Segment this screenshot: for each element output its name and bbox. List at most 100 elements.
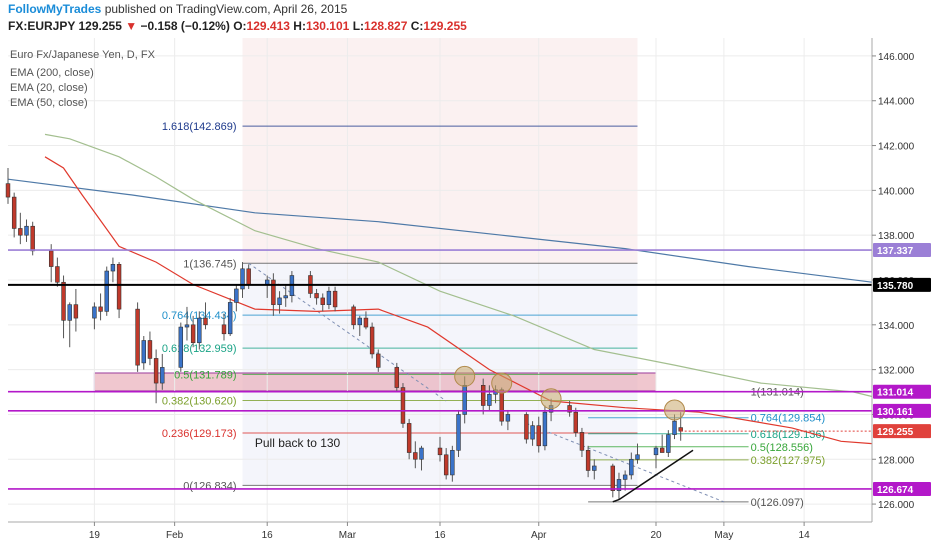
- candle: [190, 324, 196, 344]
- down-arrow-icon: ▼: [125, 19, 138, 33]
- x-tick-label: 14: [799, 530, 811, 541]
- x-tick-label: 19: [89, 530, 101, 541]
- candle: [524, 414, 529, 440]
- y-tick-label: 128.000: [878, 455, 915, 466]
- candle: [116, 264, 122, 310]
- candle: [456, 414, 461, 451]
- candle: [184, 324, 190, 328]
- fib-upper-label: 1(136.745): [183, 258, 236, 270]
- x-tick-label: 16: [262, 530, 274, 541]
- candle: [406, 423, 412, 453]
- symbol[interactable]: FX:EURJPY: [8, 19, 76, 33]
- rejection-circle: [454, 365, 476, 387]
- candle: [579, 432, 585, 451]
- fib-lower-label: 0(126.097): [751, 497, 804, 509]
- y-tick-label: 134.000: [878, 321, 915, 332]
- candle: [585, 449, 591, 471]
- candle: [351, 306, 356, 326]
- fib-lower-label: 0.5(128.556): [751, 442, 813, 454]
- y-tick-label: 146.000: [878, 52, 915, 63]
- last-price-badge: 129.255: [877, 427, 914, 438]
- candle: [11, 196, 17, 229]
- legend-ema20: EMA (20, close): [10, 82, 88, 94]
- price-badge: 131.014: [877, 388, 914, 399]
- candle: [678, 427, 683, 432]
- candle: [153, 358, 159, 384]
- y-tick-label: 144.000: [878, 97, 915, 108]
- candle: [271, 279, 276, 305]
- header: FollowMyTrades published on TradingView.…: [0, 0, 932, 38]
- candle: [221, 324, 227, 335]
- y-tick-label: 140.000: [878, 186, 915, 197]
- close-value: 129.255: [423, 19, 467, 33]
- low-label: L:: [352, 19, 365, 33]
- publish-line: FollowMyTrades published on TradingView.…: [8, 2, 347, 16]
- price-badge-bg: [873, 384, 931, 399]
- open-label: O:: [233, 19, 247, 33]
- candle: [400, 387, 406, 424]
- price-badge: 130.161: [877, 407, 914, 418]
- candle: [30, 225, 35, 252]
- candle: [160, 367, 165, 384]
- candle: [629, 458, 634, 476]
- x-axis-area: [0, 523, 932, 550]
- candle: [542, 411, 548, 447]
- candle: [659, 447, 665, 453]
- candle: [672, 420, 677, 435]
- candle: [92, 306, 97, 319]
- price-badge: 126.674: [877, 485, 914, 496]
- candle: [487, 393, 492, 406]
- candle: [437, 447, 443, 456]
- candle: [234, 288, 239, 303]
- candle: [530, 425, 535, 440]
- candle: [499, 389, 504, 422]
- candle: [653, 447, 659, 456]
- ema200-line: [7, 178, 916, 290]
- candle: [450, 449, 455, 476]
- candle: [419, 447, 424, 460]
- candle: [592, 465, 597, 471]
- y-tick-label: 132.000: [878, 366, 915, 377]
- candle: [622, 474, 628, 480]
- candle: [18, 228, 23, 236]
- trendline: [618, 449, 694, 501]
- candle: [178, 326, 184, 368]
- price-badge: 137.337: [877, 246, 914, 257]
- rejection-circle: [540, 388, 562, 410]
- published-text: published on TradingView.com, April 26, …: [104, 2, 348, 16]
- candle: [376, 353, 381, 368]
- fib-trend-dashed: [248, 262, 447, 402]
- candle: [413, 452, 418, 460]
- candle: [567, 405, 572, 413]
- fib-lower-label: 0.382(127.975): [751, 455, 826, 467]
- candle: [55, 266, 60, 283]
- y-tick-label: 142.000: [878, 142, 915, 153]
- candle: [98, 306, 103, 312]
- fib-upper-label: 0.5(131.789): [174, 369, 236, 381]
- price-badge-bg: [873, 403, 931, 418]
- x-tick-label: 20: [650, 530, 662, 541]
- candle: [394, 367, 400, 388]
- x-tick-label: Apr: [531, 530, 547, 541]
- legend-ema200: EMA (200, close): [10, 67, 94, 79]
- candle: [536, 425, 541, 447]
- low-value: 128.827: [364, 19, 408, 33]
- price-badge: 135.780: [877, 281, 914, 292]
- candle: [283, 295, 288, 299]
- candle: [320, 297, 325, 305]
- fib-lower-label: 0.618(129.136): [751, 429, 826, 441]
- chart-canvas[interactable]: 1.618(142.869)1(136.745)0.764(134.434)0.…: [0, 38, 932, 550]
- brand-link[interactable]: FollowMyTrades: [8, 2, 102, 16]
- rejection-circle: [491, 372, 513, 394]
- candle: [357, 317, 362, 326]
- x-tick-label: 16: [434, 530, 446, 541]
- ema50-line: [44, 133, 873, 398]
- candle: [110, 264, 116, 272]
- candle: [573, 411, 578, 433]
- candle: [314, 293, 319, 299]
- candle: [5, 183, 11, 198]
- candle: [246, 268, 251, 285]
- fib-upper-label: 0.382(130.620): [162, 396, 237, 408]
- candle: [505, 414, 511, 422]
- candle: [227, 302, 233, 335]
